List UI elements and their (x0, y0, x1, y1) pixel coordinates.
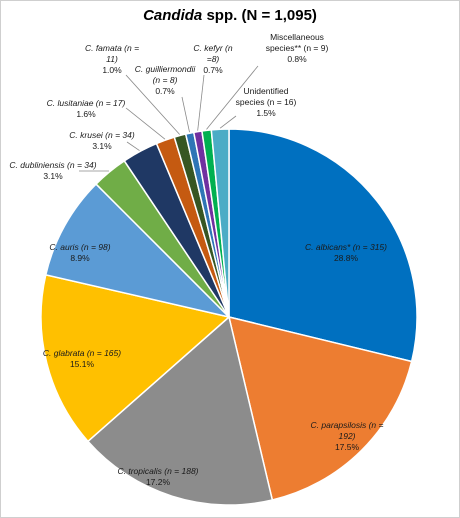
slice-label-1: C. albicans* (n = 315) 28.8% (305, 242, 387, 263)
slice-label-line: Unidentified (244, 86, 289, 96)
slice-label-6: C. dubliniensis (n = 34) 3.1% (9, 160, 96, 181)
slice-label-line: C. lusitaniae (n = 17) (47, 98, 126, 108)
slice-label-line: species** (n = 9) (266, 43, 329, 53)
leader-line-11 (197, 74, 205, 131)
slice-label-line: 0.8% (287, 54, 307, 64)
slice-label-13: Unidentified species (n = 16) 1.5% (236, 86, 297, 118)
slice-label-line: 11) (106, 54, 118, 64)
slice-label-line: =8) (207, 54, 220, 64)
slice-label-line: 28.8% (334, 253, 359, 263)
slice-label-line: 17.5% (335, 442, 360, 452)
slice-label-line: 1.5% (256, 108, 276, 118)
slice-label-line: 1.6% (76, 109, 96, 119)
chart-title-genus: Candida (143, 7, 203, 24)
slice-label-line: 0.7% (203, 65, 223, 75)
slice-label-3: C. tropicalis (n = 188) 17.2% (117, 466, 198, 487)
chart-title: Candida spp. (N = 1,095) (0, 7, 460, 24)
slice-label-line: species (n = 16) (236, 97, 297, 107)
slice-label-4: C. glabrata (n = 165) 15.1% (43, 348, 121, 369)
slice-label-2: C. parapsilosis (n = 192) 17.5% (311, 420, 384, 452)
slice-label-line: C. auris (n = 98) (49, 242, 110, 252)
slice-label-5: C. auris (n = 98) 8.9% (49, 242, 110, 263)
slice-label-line: 3.1% (43, 171, 63, 181)
slice-label-line: C. tropicalis (n = 188) (117, 466, 198, 476)
slice-label-line: C. kefyr (n (193, 43, 232, 53)
slice-label-line: C. krusei (n = 34) (69, 130, 135, 140)
slice-label-line: C. famata (n = (85, 43, 139, 53)
slice-label-8: C. lusitaniae (n = 17) 1.6% (47, 98, 126, 119)
slice-label-line: 1.0% (102, 65, 122, 75)
slice-label-line: 0.7% (155, 86, 175, 96)
slice-label-7: C. krusei (n = 34) 3.1% (69, 130, 135, 151)
slice-label-line: C. guilliermondii (135, 64, 197, 74)
slice-label-9: C. famata (n = 11) 1.0% (85, 43, 139, 75)
leader-line-10 (181, 96, 190, 133)
slice-label-line: C. glabrata (n = 165) (43, 348, 121, 358)
pie-slice-13 (210, 128, 230, 318)
leader-line-9 (125, 74, 180, 135)
slice-label-12: Miscellaneous species** (n = 9) 0.8% (266, 32, 329, 64)
pie-slice-1 (228, 128, 418, 363)
leader-line-13 (219, 115, 237, 129)
leader-line-8 (125, 107, 166, 140)
slice-label-line: Miscellaneous (270, 32, 324, 42)
leader-line-7 (126, 141, 140, 151)
slice-label-line: 15.1% (70, 359, 95, 369)
slice-label-10: C. guilliermondii (n = 8) 0.7% (135, 64, 197, 96)
slice-label-line: 192) (338, 431, 355, 441)
pie-slice-3 (86, 315, 274, 506)
slice-label-line: C. dubliniensis (n = 34) (9, 160, 96, 170)
slice-label-line: C. parapsilosis (n = (311, 420, 384, 430)
slice-label-line: 3.1% (92, 141, 112, 151)
slice-label-line: C. albicans* (n = 315) (305, 242, 387, 252)
chart-title-rest: spp. (N = 1,095) (202, 7, 317, 24)
leader-line-12 (206, 65, 259, 130)
slice-label-line: 17.2% (146, 477, 171, 487)
pie-slice-2 (227, 315, 413, 501)
pie-slice-4 (40, 273, 231, 443)
slice-label-line: 8.9% (70, 253, 90, 263)
slice-label-11: C. kefyr (n =8) 0.7% (193, 43, 232, 75)
slice-label-line: (n = 8) (153, 75, 178, 85)
pie-slice-5 (44, 182, 232, 319)
